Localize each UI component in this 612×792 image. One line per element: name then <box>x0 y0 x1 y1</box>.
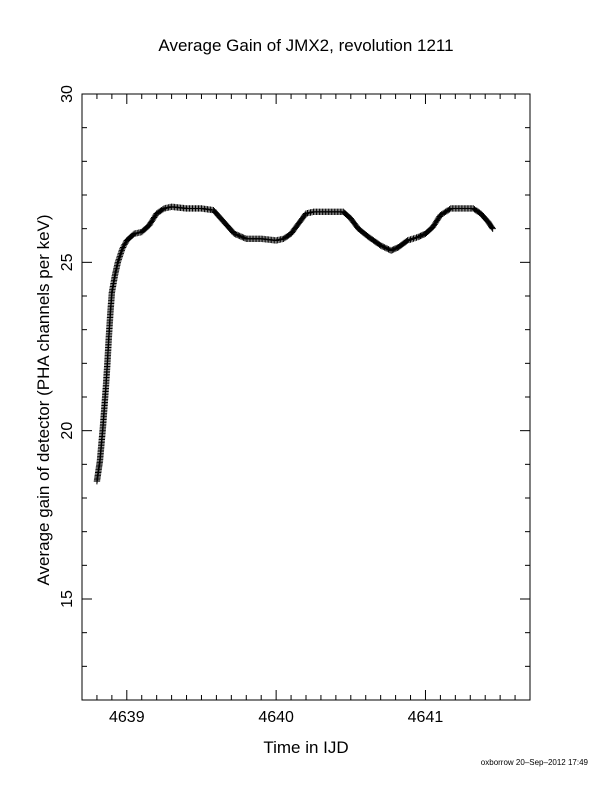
data-point <box>489 225 496 232</box>
data-point <box>240 234 247 241</box>
data-point <box>235 232 242 239</box>
data-point <box>122 240 129 247</box>
x-tick-label: 4639 <box>109 709 145 726</box>
plot-frame <box>81 93 531 701</box>
data-point <box>239 233 246 241</box>
y-tick-label: 15 <box>59 590 76 608</box>
x-axis-label: Time in IJD <box>263 738 349 757</box>
data-point <box>120 242 128 250</box>
data-point <box>159 206 167 213</box>
chart-title: Average Gain of JMX2, revolution 1211 <box>158 36 454 55</box>
data-point <box>119 244 127 251</box>
data-point <box>233 231 241 239</box>
data-point <box>121 241 128 248</box>
x-tick-label: 4640 <box>258 709 294 726</box>
y-tick-label: 20 <box>59 422 76 440</box>
data-point <box>241 235 249 242</box>
data-point <box>119 245 126 253</box>
data-point <box>231 230 238 237</box>
data-point <box>232 231 239 238</box>
data-point <box>237 233 245 240</box>
data-point <box>446 206 453 213</box>
y-tick-label: 30 <box>59 85 76 103</box>
data-point <box>488 224 496 231</box>
credit-stamp: oxborrow 20–Sep–2012 17:49 <box>480 758 588 767</box>
data-point <box>236 232 243 240</box>
x-tick-label: 4641 <box>408 709 444 726</box>
axis-ticks <box>81 93 531 701</box>
data-series <box>93 203 496 485</box>
y-tick-label: 25 <box>59 253 76 271</box>
axis-tick-labels: 4639 4640 4641 15 20 25 30 <box>59 85 443 726</box>
